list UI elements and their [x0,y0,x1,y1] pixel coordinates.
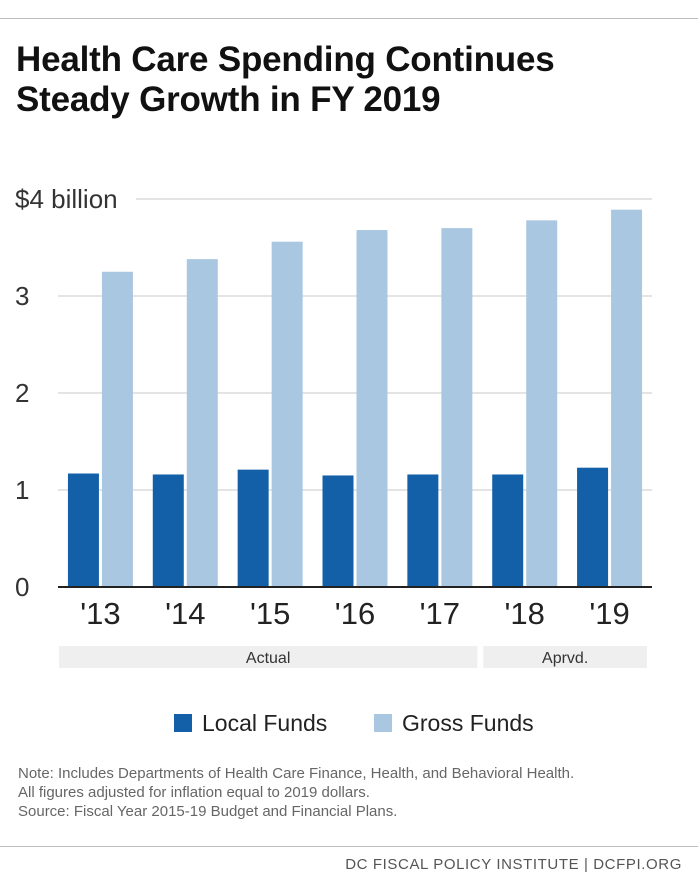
chart-title: Health Care Spending Continues Steady Gr… [16,40,686,120]
y-tick-label: 0 [15,572,29,602]
x-tick-label: '16 [335,596,375,631]
bar-local-funds [152,474,184,587]
note-line-1: Note: Includes Departments of Health Car… [18,765,575,782]
bar-gross-funds [101,271,133,587]
y-tick-label: 3 [15,281,29,311]
bar-local-funds [237,469,269,587]
y-tick-label: $4 billion [15,184,118,214]
bar-chart: 0 1 2 3 $4 billion '13 '14 '15 '16 '17 '18 '19 Actua… [15,184,652,668]
footer-credit: DC FISCAL POLICY INSTITUTE | DCFPI.ORG [345,856,682,873]
bar-local-funds [67,473,99,587]
bar-gross-funds [441,228,473,587]
chart-title-line-2: Steady Growth in FY 2019 [16,80,441,119]
bar-gross-funds [186,259,218,587]
bar-gross-funds [356,230,388,587]
y-tick-label: 2 [15,378,29,408]
bar-local-funds [577,467,609,587]
legend-label-gross-funds: Gross Funds [402,709,534,736]
bar-local-funds [407,474,439,587]
x-tick-label: '19 [589,596,629,631]
y-tick-label: 1 [15,475,29,505]
bar-local-funds [322,475,354,587]
chart-title-line-1: Health Care Spending Continues [16,40,555,79]
legend-swatch-gross-funds [374,714,392,732]
bar-gross-funds [526,220,558,587]
chart-note: Note: Includes Departments of Health Car… [18,764,688,821]
x-tick-label: '14 [165,596,205,631]
note-line-2: All figures adjusted for inflation equal… [18,784,370,801]
legend: Local Funds Gross Funds [0,708,698,738]
x-tick-label: '17 [420,596,460,631]
legend-label-local-funds: Local Funds [202,709,328,736]
x-tick-label: '15 [250,596,290,631]
x-tick-label: '18 [505,596,545,631]
bar-gross-funds [271,241,303,587]
bottom-divider [0,846,698,847]
bar-local-funds [492,474,524,587]
x-tick-label: '13 [80,596,120,631]
note-line-3: Source: Fiscal Year 2015-19 Budget and F… [18,803,398,820]
top-divider [0,18,698,19]
legend-item-local-funds: Local Funds [174,708,327,738]
bar-gross-funds [611,209,643,588]
period-band [59,646,478,668]
period-label: Actual [246,650,290,667]
legend-swatch-local-funds [174,714,192,732]
period-band [483,646,647,668]
legend-item-gross-funds: Gross Funds [374,708,534,738]
period-label: Aprvd. [542,650,588,667]
